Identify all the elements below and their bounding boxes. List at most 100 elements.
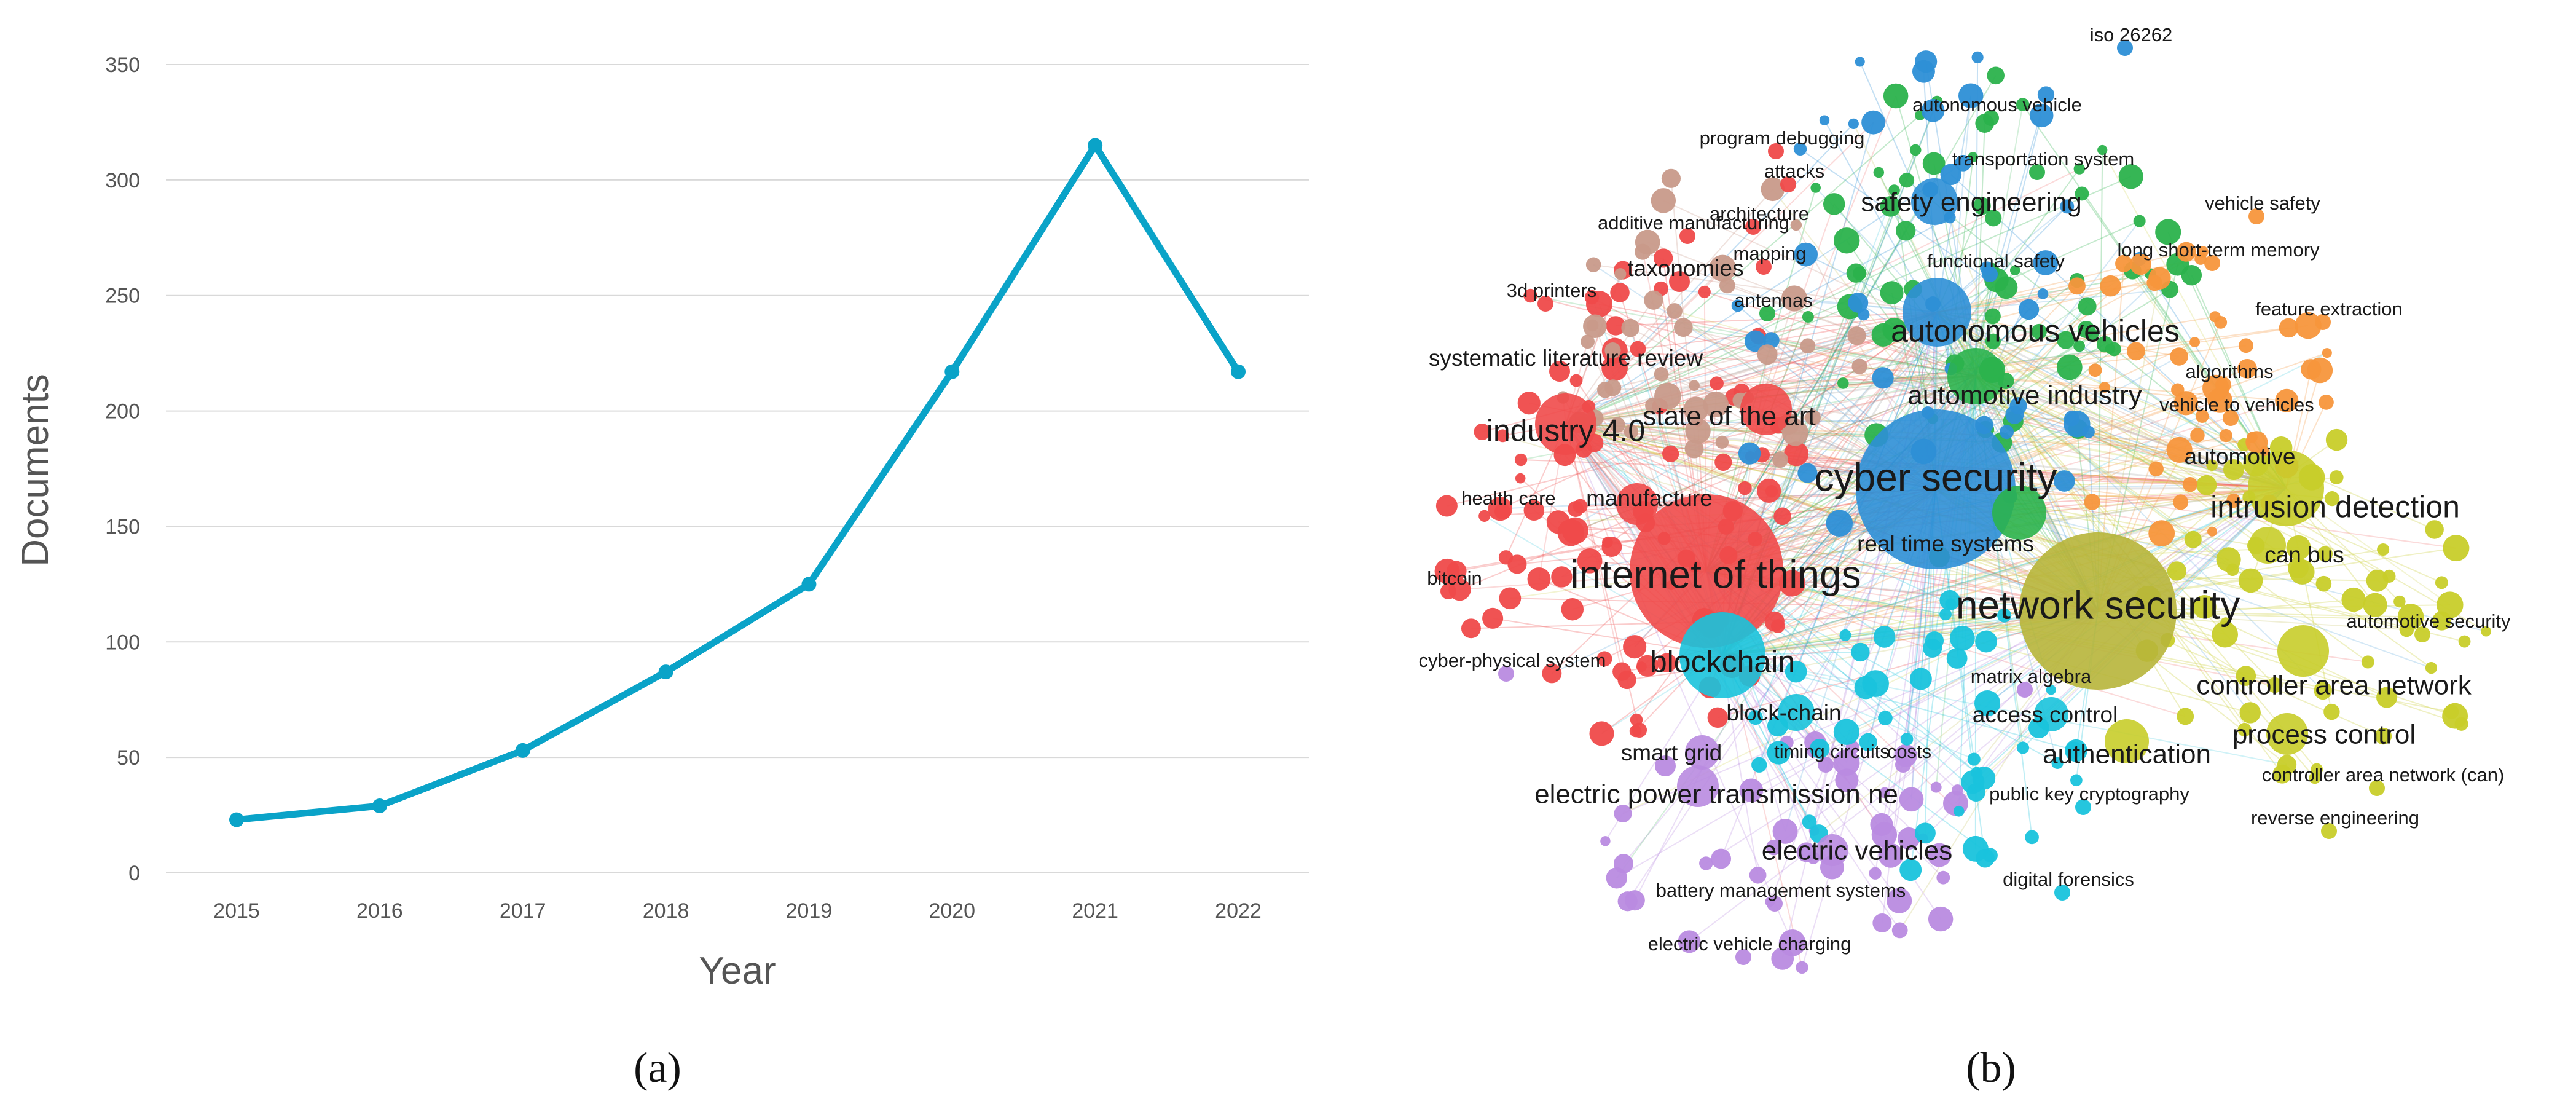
keyword-label: long short-term memory	[2117, 239, 2320, 261]
keyword-node-green	[1810, 183, 1821, 193]
keyword-node-cyan	[1953, 805, 1965, 817]
keyword-node-red	[1636, 661, 1647, 672]
keyword-node-cyan	[1967, 752, 1981, 766]
keyword-node-orange	[2196, 246, 2209, 258]
keyword-node-cyan	[1939, 608, 1952, 621]
keyword-label: timing circuits	[1774, 741, 1890, 762]
keyword-node-blue	[2053, 470, 2075, 492]
keyword-node-brown	[1852, 358, 1867, 374]
keyword-label: digital forensics	[2003, 869, 2134, 890]
keyword-node-yellow	[2325, 491, 2340, 507]
keyword-node-brown	[1654, 382, 1681, 410]
edge	[1471, 610, 2099, 629]
keyword-node-purple	[1870, 813, 1893, 836]
keyword-label: public key cryptography	[1989, 783, 2189, 805]
keyword-label: feature extraction	[2255, 298, 2403, 320]
keyword-node-brown	[1781, 419, 1808, 446]
keyword-label: controller area network	[2196, 670, 2472, 700]
keyword-node-orange	[2115, 254, 2133, 272]
keyword-label: antennas	[1734, 290, 1813, 311]
keyword-node-hub	[2277, 625, 2329, 677]
y-tick-350: 350	[105, 53, 140, 77]
keyword-node-brown	[1689, 380, 1700, 392]
keyword-node-cyan	[2025, 830, 2039, 845]
keyword-label: mapping	[1734, 243, 1807, 264]
edge	[1705, 487, 2287, 864]
keyword-node-red	[1527, 567, 1551, 591]
keyword-node	[1494, 503, 1510, 519]
edge	[1924, 312, 1938, 834]
keyword-node	[1759, 306, 1775, 321]
keyword-node-hub	[1677, 765, 1719, 807]
keyword-node-blue	[2082, 425, 2095, 438]
keyword-node-brown	[1715, 435, 1729, 449]
keyword-node-hub	[2266, 713, 2308, 755]
keyword-label: autonomous vehicles	[1891, 314, 2180, 349]
keyword-node-blue	[2018, 299, 2040, 320]
keyword-node-green	[2087, 329, 2099, 341]
edge	[1758, 335, 1976, 377]
keyword-node-cyan	[1751, 757, 1767, 773]
keyword-node-blue	[1738, 442, 1761, 465]
edge	[1683, 326, 1976, 377]
keyword-node-blue	[1731, 299, 1744, 312]
edge	[1722, 571, 2303, 656]
keyword-node-brown	[1644, 290, 1663, 310]
keyword-node-blue	[1794, 242, 1818, 267]
edge	[1936, 312, 2226, 436]
keyword-node-green	[1973, 197, 1991, 215]
keyword-node-purple	[1869, 867, 1882, 880]
data-point-2020	[944, 364, 960, 379]
keyword-node-brown	[1604, 342, 1621, 359]
keyword-node-yellow	[2286, 535, 2311, 560]
keyword-node	[1780, 176, 1796, 192]
keyword-node-red	[1738, 481, 1752, 495]
keyword-node	[1679, 228, 1695, 244]
keyword-node-red	[1568, 501, 1584, 517]
keyword-node	[1735, 949, 1751, 965]
keyword-label: blockchain	[1650, 645, 1795, 679]
keyword-node	[1669, 271, 1690, 292]
keyword-node-red	[1778, 570, 1806, 597]
keyword-node-yellow	[2238, 568, 2263, 593]
keyword-label: electric power transmission ne	[1534, 779, 1898, 809]
keyword-label: additive manufacturing	[1598, 212, 1789, 234]
keyword-node	[1818, 757, 1834, 773]
keyword-node-red	[1561, 517, 1588, 544]
keyword-node-purple	[1833, 749, 1860, 776]
keyword-node-orange	[2239, 338, 2253, 353]
keyword-node-hub	[1630, 494, 1783, 648]
edge	[1975, 345, 2247, 377]
keyword-label: costs	[1887, 741, 1931, 762]
keyword-label: cyber security	[1815, 455, 2057, 499]
keyword-node-blue	[1857, 308, 1870, 321]
keyword-node-yellow	[2376, 687, 2398, 708]
edge	[1722, 500, 2234, 656]
edge	[1592, 325, 2099, 612]
keyword-network-panel: iso 26262 autonomous vehicle program debug…	[1419, 24, 2511, 974]
keyword-node-orange	[2176, 242, 2196, 262]
keyword-node-yellow	[2363, 593, 2387, 617]
x-tick-2018: 2018	[643, 899, 689, 923]
keyword-node	[1549, 361, 1570, 382]
keyword-node-cyan	[1833, 719, 1860, 745]
keyword-label: autonomous vehicle	[1912, 94, 2082, 116]
data-point-2017	[515, 743, 530, 758]
keyword-node-red	[1542, 663, 1562, 684]
keyword-node-yellow	[2329, 470, 2344, 484]
keyword-node-blue	[1958, 83, 1984, 108]
keyword-node-orange	[2237, 358, 2257, 379]
keyword-node-yellow	[2184, 530, 2202, 548]
keyword-node	[2204, 255, 2220, 271]
y-tick-50: 50	[117, 746, 140, 770]
keyword-label: automotive industry	[1907, 380, 2142, 410]
keyword-node-orange	[2189, 337, 2200, 348]
edge	[1614, 350, 1976, 377]
edge	[1704, 291, 1976, 377]
keyword-node-orange	[2068, 277, 2086, 295]
keyword-node-purple	[1772, 819, 1798, 844]
keyword-label: manufacture	[1586, 486, 1713, 511]
data-point-2019	[801, 577, 817, 592]
keyword-node-brown	[1805, 409, 1821, 426]
keyword-label: process control	[2232, 719, 2416, 749]
